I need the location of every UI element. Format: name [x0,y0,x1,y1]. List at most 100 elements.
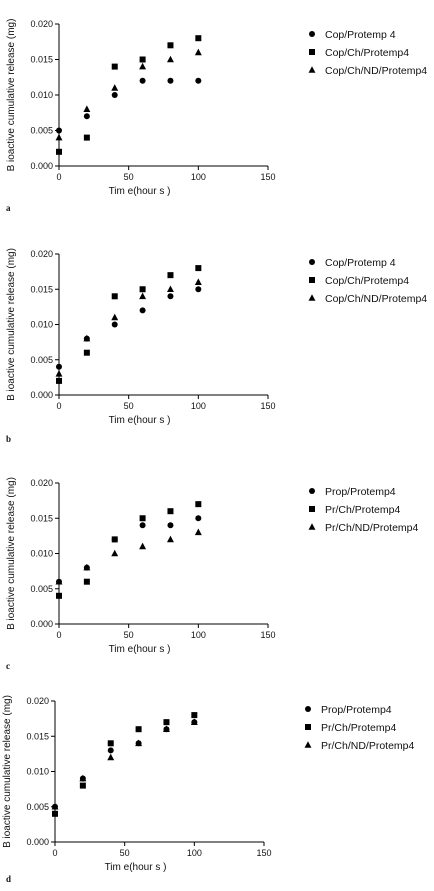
legend-label: Pr/Ch/Protemp4 [321,722,396,734]
y-tick-label: 0.005 [30,126,53,136]
series-circle [56,515,202,585]
legend-marker-triangle [308,294,316,301]
y-tick-label: 0.000 [30,161,53,171]
x-tick-label: 50 [120,848,130,858]
x-tick-label: 100 [187,848,202,858]
series-square [56,501,202,599]
data-point-triangle [139,542,147,550]
legend-label: Pr/Ch/ND/Protemp4 [325,522,419,534]
legend-marker-square [309,506,315,512]
series-triangle [51,718,198,810]
data-point-square [83,134,90,141]
legend-marker-triangle [308,523,316,530]
data-point-square [107,740,114,747]
x-tick-label: 0 [52,848,57,858]
data-point-triangle [83,563,91,571]
data-point-circle [139,77,146,84]
panel-letter: c [6,661,10,671]
y-tick-label: 0.015 [30,55,53,65]
data-point-circle [111,92,118,98]
x-axis-title: Tim e(hour s ) [109,186,171,197]
legend-label: Prop/Protemp4 [321,704,392,716]
data-point-triangle [83,334,91,342]
data-point-triangle [111,549,119,557]
data-point-square [139,515,146,522]
x-tick-label: 50 [124,630,134,640]
legend-label: Cop/Ch/Protemp4 [325,47,409,59]
y-tick-label: 0.000 [26,837,49,847]
data-point-square [83,578,90,585]
x-tick-label: 0 [56,172,61,182]
data-point-square [111,536,118,543]
legend-marker-square [305,724,311,730]
data-point-triangle [190,718,198,725]
data-point-triangle [83,105,91,113]
legend-marker-circle [309,259,315,265]
x-axis-title: Tim e(hour s ) [109,644,171,655]
y-tick-label: 0.010 [30,549,53,559]
data-point-triangle [167,55,174,63]
series-circle [56,286,202,370]
data-point-triangle [139,292,147,300]
chart-panel-a: 0.000 0.005 0.010 0.015 0.020 0 50 100 150 Tim e(… [6,19,427,213]
data-point-square [167,272,174,279]
x-axis-title: Tim e(hour s ) [105,862,167,873]
series-circle [52,719,198,810]
panel-letter: a [6,203,11,213]
series-square [52,712,198,817]
data-point-circle [167,293,174,300]
data-point-triangle [55,133,63,141]
legend-marker-circle [309,31,315,37]
legend: Prop/Protemp4 Pr/Ch/Protemp4 Pr/Ch/ND/Prot… [308,486,419,534]
y-tick-label: 0.005 [26,802,49,812]
data-point-square [195,501,202,508]
x-tick-label: 0 [56,630,61,640]
data-point-triangle [194,48,202,56]
legend-label: Cop/Ch/ND/Protemp4 [325,65,427,77]
data-point-circle [139,522,146,529]
y-axis-title: B ioactive cumulative release (mg) [2,695,13,848]
data-point-square [191,712,198,719]
data-point-circle [195,515,202,522]
data-point-triangle [111,313,119,321]
data-point-circle [167,77,174,84]
legend-label: Pr/Ch/ND/Protemp4 [321,740,415,752]
data-point-square [139,56,146,63]
data-point-square [135,726,142,733]
y-axis-title: B ioactive cumulative release (mg) [6,248,17,401]
panel-letter: b [6,434,11,444]
legend-marker-circle [305,706,311,712]
y-tick-label: 0.000 [30,619,53,629]
y-tick-label: 0.005 [30,584,53,594]
legend: Cop/Protemp 4 Cop/Ch/Protemp4 Cop/Ch/ND/Pr… [308,257,427,305]
x-tick-label: 100 [191,172,206,182]
y-tick-label: 0.015 [30,284,53,294]
y-tick-label: 0.000 [30,390,53,400]
data-point-triangle [167,285,174,293]
legend-marker-triangle [308,66,316,73]
y-axis-title: B ioactive cumulative release (mg) [6,477,17,630]
data-point-circle [56,127,62,134]
data-point-circle [139,307,146,314]
x-tick-label: 150 [260,630,275,640]
data-point-square [167,42,174,49]
panel-letter: d [6,874,11,884]
data-point-triangle [51,802,59,810]
data-point-square [83,349,90,356]
x-tick-label: 0 [56,401,61,411]
data-point-circle [107,747,114,754]
y-tick-label: 0.015 [30,513,53,523]
x-tick-label: 100 [191,401,206,411]
y-tick-label: 0.020 [30,19,53,29]
data-point-circle [195,77,202,84]
chart-panel-c: 0.000 0.005 0.010 0.015 0.020 0 50 100 150 Tim e(… [6,477,419,671]
data-point-triangle [79,774,87,782]
chart-panel-d: 0.000 0.005 0.010 0.015 0.020 0 50 100 150 Tim e(… [2,695,415,884]
series-triangle [55,48,202,141]
data-point-circle [195,286,202,293]
y-tick-label: 0.020 [30,249,53,259]
data-point-circle [56,363,62,370]
data-point-square [163,719,170,726]
